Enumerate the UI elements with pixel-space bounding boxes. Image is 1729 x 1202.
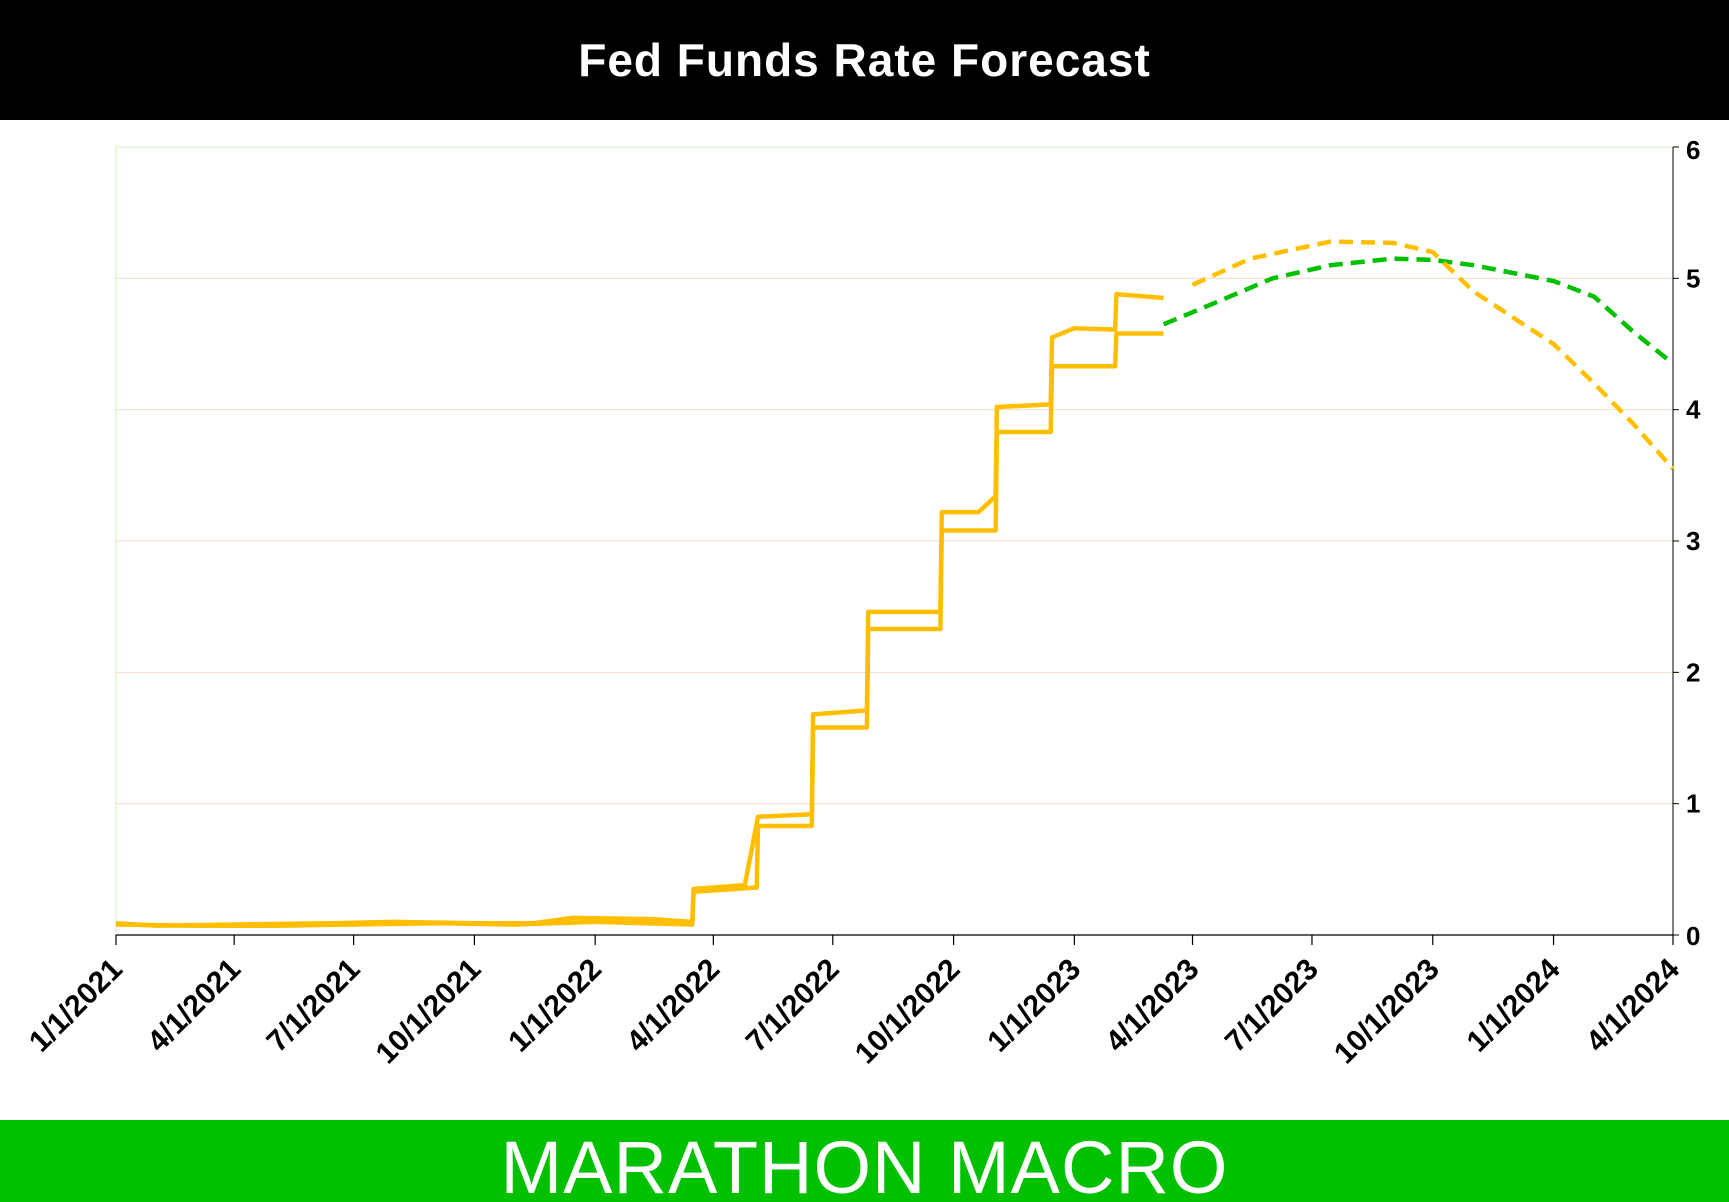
- x-tick-label: 4/1/2024: [1580, 952, 1686, 1058]
- title-bar: Fed Funds Rate Forecast: [0, 0, 1729, 120]
- x-tick-label: 7/1/2021: [261, 953, 367, 1059]
- y-tick-label: 4: [1686, 395, 1701, 425]
- x-tick-label: 1/1/2022: [502, 953, 608, 1059]
- y-tick-label: 5: [1686, 263, 1700, 293]
- x-tick-label: 7/1/2022: [740, 953, 846, 1059]
- y-tick-label: 1: [1686, 789, 1700, 819]
- x-tick-label: 10/1/2023: [1328, 953, 1446, 1071]
- x-tick-label: 7/1/2023: [1219, 953, 1325, 1059]
- x-tick-label: 4/1/2021: [141, 953, 247, 1059]
- footer-brand: MARATHON MACRO: [500, 1126, 1229, 1202]
- y-tick-label: 6: [1686, 135, 1700, 165]
- x-tick-label: 10/1/2022: [849, 953, 967, 1071]
- fed-funds-chart: 0 1 2 3 4 5 6 1/1/2021 4/1/2021 7/1/2021 10/1/2021…: [23, 135, 1701, 1071]
- x-tick-label: 10/1/2021: [370, 953, 488, 1071]
- y-tick-label: 2: [1686, 657, 1700, 687]
- x-tick-label: 4/1/2023: [1100, 953, 1206, 1059]
- y-tick-label: 0: [1686, 921, 1700, 951]
- x-tick-label: 4/1/2022: [620, 953, 726, 1059]
- series-line-2: [1162, 256, 1675, 366]
- series-line-3: [1191, 239, 1675, 471]
- footer-bar: MARATHON MACRO: [0, 1120, 1729, 1202]
- x-tick-label: 1/1/2023: [981, 953, 1087, 1059]
- series-line-1: [115, 291, 1164, 929]
- x-tick-label: 1/1/2024: [1461, 952, 1567, 1058]
- x-tick-label: 1/1/2021: [23, 953, 129, 1059]
- y-tick-label: 3: [1686, 526, 1700, 556]
- chart-area: 0 1 2 3 4 5 6 1/1/2021 4/1/2021 7/1/2021 10/1/2021…: [0, 120, 1729, 1120]
- chart-title: Fed Funds Rate Forecast: [578, 34, 1151, 86]
- series-line-0: [115, 331, 1164, 929]
